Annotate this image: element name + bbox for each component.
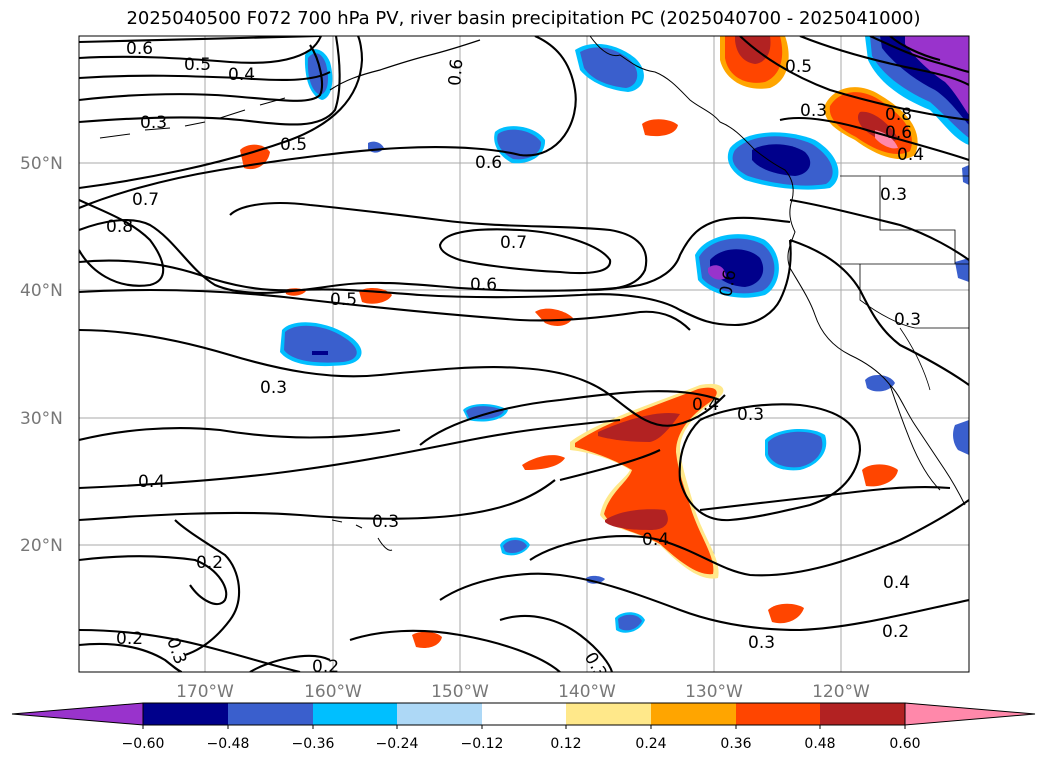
precip-positive-anomalies [240,36,918,648]
contour-label: 0.3 [260,378,287,398]
contour-label: 0.3 [748,633,775,653]
colorbar-swatch [820,703,905,725]
lat-label: 40°N [20,281,63,301]
contour-label: 0.7 [500,233,527,253]
contour-label: 0.6 [126,39,153,59]
lon-label: 170°W [176,682,234,702]
colorbar: −0.60 −0.48 −0.36 −0.24 −0.12 0.12 0.24 … [11,702,1036,752]
contour-label: 0.6 [716,268,740,298]
contour-label: 0.4 [883,573,910,593]
coastlines [99,36,969,551]
map-title: 2025040500 F072 700 hPa PV, river basin … [126,8,921,29]
contour-label: 0.6 [445,58,467,87]
contour-label: 0.8 [885,105,912,125]
lat-label: 50°N [20,154,63,174]
contour-label: 0.4 [138,472,165,492]
contour-label: 0.6 [475,153,502,173]
lon-label: 160°W [304,682,362,702]
contour-labels: 0.6 0.5 0.4 0.3 0.5 0.6 0.6 0.5 0.3 0.8 … [106,39,924,677]
contour-label: 0.6 [470,275,497,295]
colorbar-tick: 0.24 [635,736,666,752]
colorbar-swatch [228,703,313,725]
contour-label: 0.5 [785,57,812,77]
colorbar-tick: 0.36 [720,736,751,752]
lat-label: 30°N [20,409,63,429]
contour-label: 0.5 [184,55,211,75]
colorbar-tick: 0.60 [889,736,920,752]
contour-label: 0.4 [642,530,669,550]
colorbar-swatch [482,703,566,725]
colorbar-tick: −0.12 [461,736,504,752]
latitude-labels: 50°N 40°N 30°N 20°N [20,154,63,556]
map-frame [78,35,970,673]
lon-label: 150°W [431,682,489,702]
colorbar-swatch [566,703,651,725]
contour-label: 0.3 [372,512,399,532]
contour-label: 0.7 [132,190,159,210]
colorbar-tick: 0.48 [804,736,835,752]
contour-label: 0.3 [800,101,827,121]
contour-label: 0.3 [880,185,907,205]
colorbar-extend-low [11,702,144,726]
contour-label: 0.5 [280,135,307,155]
colorbar-tick: −0.48 [207,736,250,752]
colorbar-tick: −0.24 [376,736,419,752]
contour-label: 0.2 [196,553,223,573]
contour-label: 0.2 [116,629,143,649]
contour-label: 0.3 [737,405,764,425]
contour-label: 0.5 [330,290,357,310]
colorbar-swatch [651,703,736,725]
lon-label: 140°W [558,682,616,702]
contour-label: 0.2 [882,622,909,642]
colorbar-tick: −0.60 [122,736,165,752]
lon-label: 120°W [812,682,870,702]
longitude-labels: 170°W 160°W 150°W 140°W 130°W 120°W [176,682,870,702]
colorbar-tick: 0.12 [550,736,581,752]
colorbar-swatch [736,703,820,725]
contour-label: 0.6 [885,123,912,143]
contour-label: 0.8 [106,217,133,237]
pv-contours [79,36,969,672]
colorbar-extend-high [904,702,1036,726]
contour-label: 0.4 [897,145,924,165]
contour-label: 0.2 [312,657,339,677]
colorbar-swatch [397,703,482,725]
colorbar-swatch [313,703,397,725]
contour-label: 0.4 [228,65,255,85]
contour-label: 0.3 [894,310,921,330]
colorbar-swatch [143,703,228,725]
contour-label: 0.3 [140,113,167,133]
lon-label: 130°W [685,682,743,702]
contour-label: 0.4 [692,395,719,415]
colorbar-tick: −0.36 [292,736,335,752]
lat-label: 20°N [20,536,63,556]
